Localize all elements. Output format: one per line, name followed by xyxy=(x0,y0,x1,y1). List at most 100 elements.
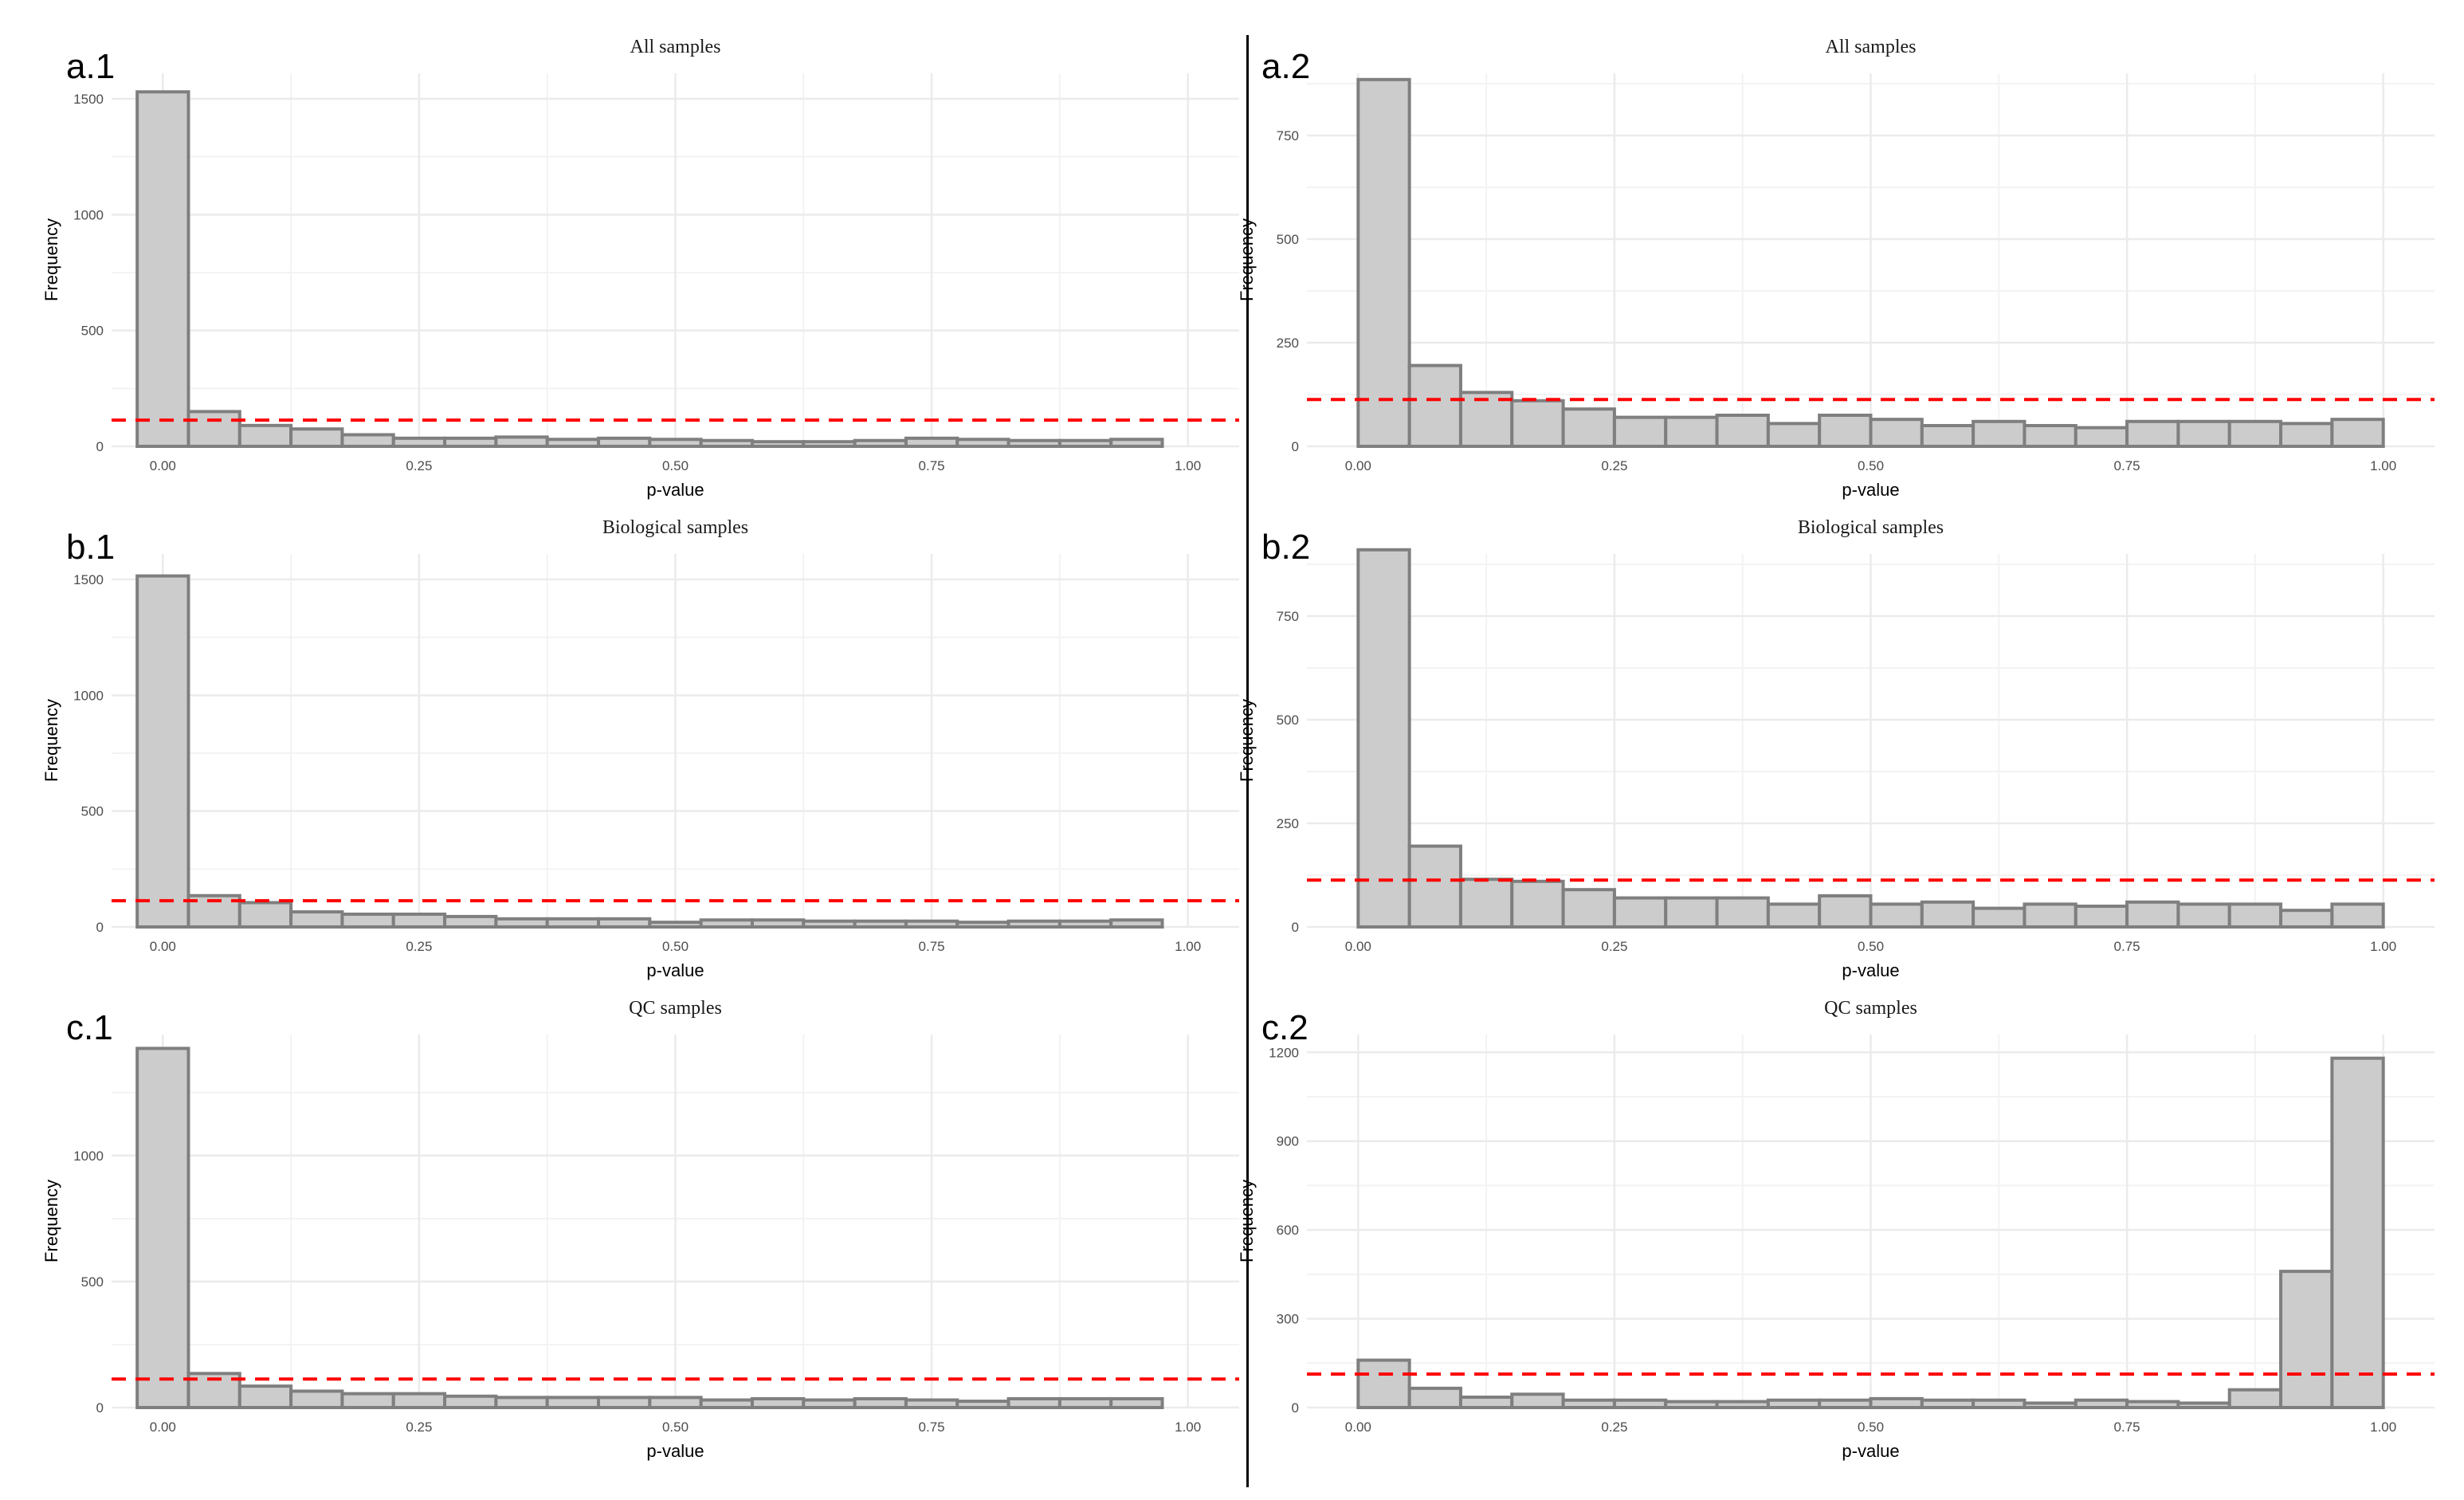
y-tick-label: 1000 xyxy=(73,207,104,222)
histogram-bar xyxy=(2330,1056,2385,1409)
histogram-bar xyxy=(2023,1401,2078,1410)
histogram-bar xyxy=(1664,896,1719,929)
x-tick-label: 0.00 xyxy=(1345,1420,1371,1435)
panel-b-2: 0.00 0.25 0.50 0.75 1.00 0 250 500 750 Biological… xyxy=(1237,517,2435,980)
histogram-bar xyxy=(955,921,1010,929)
histogram-bar xyxy=(2074,1398,2129,1409)
histogram-bar xyxy=(289,910,344,929)
histogram-bar xyxy=(186,410,241,449)
histogram-bar xyxy=(955,1400,1010,1410)
histogram-bar xyxy=(750,918,806,929)
histogram-bar xyxy=(2125,1400,2180,1409)
x-tick-label: 0.25 xyxy=(1601,458,1627,473)
x-tick-label: 0.75 xyxy=(2114,939,2140,954)
y-tick-label: 750 xyxy=(1277,128,1299,143)
panel-label: b.1 xyxy=(66,528,115,567)
histogram-bar xyxy=(545,1396,601,1409)
histogram-bar xyxy=(494,917,549,929)
x-tick-label: 0.25 xyxy=(1601,939,1627,954)
x-axis-label: p-value xyxy=(1842,480,1899,500)
x-tick-label: 0.50 xyxy=(1858,939,1884,954)
x-tick-label: 1.00 xyxy=(2370,1420,2396,1435)
x-tick-label: 0.00 xyxy=(1345,939,1371,954)
histogram-bar xyxy=(904,436,959,449)
x-tick-label: 0.50 xyxy=(1858,458,1884,473)
y-tick-label: 0 xyxy=(1292,920,1299,935)
histogram-bar xyxy=(1561,407,1616,449)
histogram-bar xyxy=(1766,902,1822,929)
y-tick-label: 250 xyxy=(1277,816,1299,831)
chart-title: QC samples xyxy=(629,998,722,1019)
panel-c-1: 0.00 0.25 0.50 0.75 1.00 0 500 1000 QC samples c.… xyxy=(41,998,1239,1461)
histogram-bar xyxy=(340,913,395,929)
x-axis-label: p-value xyxy=(646,1441,704,1461)
histogram-bar xyxy=(1612,896,1668,929)
histogram-bar xyxy=(289,427,344,448)
y-tick-label: 250 xyxy=(1277,336,1299,351)
panel-a-2: 0.00 0.25 0.50 0.75 1.00 0 250 500 750 All sample… xyxy=(1237,37,2435,500)
histogram-bar xyxy=(1057,438,1113,448)
panel-label: a.2 xyxy=(1261,47,1310,86)
histogram-bar xyxy=(1510,1392,1565,1410)
histogram-bar xyxy=(2074,426,2129,448)
histogram-bar xyxy=(1766,422,1822,449)
histogram-bar xyxy=(1561,888,1616,929)
histogram-bar xyxy=(237,901,293,929)
histogram-bar xyxy=(2074,905,2129,929)
y-tick-label: 1500 xyxy=(73,572,104,587)
x-tick-label: 1.00 xyxy=(2370,939,2396,954)
histogram-bar xyxy=(1006,1396,1061,1409)
histogram-bar xyxy=(2023,902,2078,929)
histogram-bar xyxy=(802,919,857,929)
histogram-bar xyxy=(1407,844,1462,929)
y-tick-label: 0 xyxy=(1292,439,1299,454)
histogram-bar xyxy=(1510,399,1565,448)
panel-label: a.1 xyxy=(66,47,115,86)
y-tick-label: 0 xyxy=(96,920,104,935)
x-tick-label: 0.00 xyxy=(150,458,176,473)
histogram-bar xyxy=(494,435,549,449)
panel-label: c.1 xyxy=(66,1008,113,1047)
y-tick-label: 0 xyxy=(1292,1400,1299,1416)
y-tick-label: 500 xyxy=(81,324,104,339)
y-tick-label: 500 xyxy=(1277,232,1299,247)
y-tick-label: 0 xyxy=(96,439,104,454)
histogram-bar xyxy=(1920,900,1976,929)
x-axis-label: p-value xyxy=(646,960,704,980)
histogram-bar xyxy=(2176,419,2231,448)
x-tick-label: 1.00 xyxy=(1175,939,1201,954)
histogram-bar xyxy=(1869,902,1924,929)
histogram-bar xyxy=(1057,1396,1113,1409)
x-tick-label: 1.00 xyxy=(2370,458,2396,473)
y-tick-label: 1000 xyxy=(73,1149,104,1164)
x-tick-label: 0.00 xyxy=(1345,458,1371,473)
histogram-bar xyxy=(1664,1400,1719,1409)
histogram-bar xyxy=(1458,1396,1514,1409)
histogram-bar xyxy=(545,917,601,929)
histogram-bar xyxy=(597,1396,652,1409)
histogram-bar xyxy=(750,1396,806,1409)
histogram-bar xyxy=(1818,1398,1873,1409)
histogram-bar xyxy=(648,1396,703,1409)
histogram-bar xyxy=(1972,906,2027,929)
histogram-bar xyxy=(1612,1398,1668,1409)
histogram-bar xyxy=(1356,1358,1411,1409)
histogram-bar xyxy=(1920,1398,1976,1409)
histogram-bar xyxy=(750,440,806,449)
y-tick-label: 1500 xyxy=(73,92,104,107)
histogram-bar xyxy=(2125,900,2180,929)
histogram-bar xyxy=(1057,919,1113,929)
histogram-bar xyxy=(1664,415,1719,448)
x-tick-label: 0.25 xyxy=(406,939,432,954)
panel-b-1: 0.00 0.25 0.50 0.75 1.00 0 500 1000 1500 Biologic… xyxy=(41,517,1239,980)
histogram-bar xyxy=(1510,879,1565,929)
x-axis-label: p-value xyxy=(646,480,704,500)
histogram-bar xyxy=(2227,419,2283,448)
x-tick-label: 1.00 xyxy=(1175,458,1201,473)
histogram-bar xyxy=(1006,438,1061,448)
histogram-bar xyxy=(443,914,498,929)
panel-c-2: 0.00 0.25 0.50 0.75 1.00 0 300 600 900 1200 QC sam… xyxy=(1237,998,2435,1461)
histogram-bar xyxy=(2279,1270,2334,1409)
histogram-bar xyxy=(391,913,447,929)
